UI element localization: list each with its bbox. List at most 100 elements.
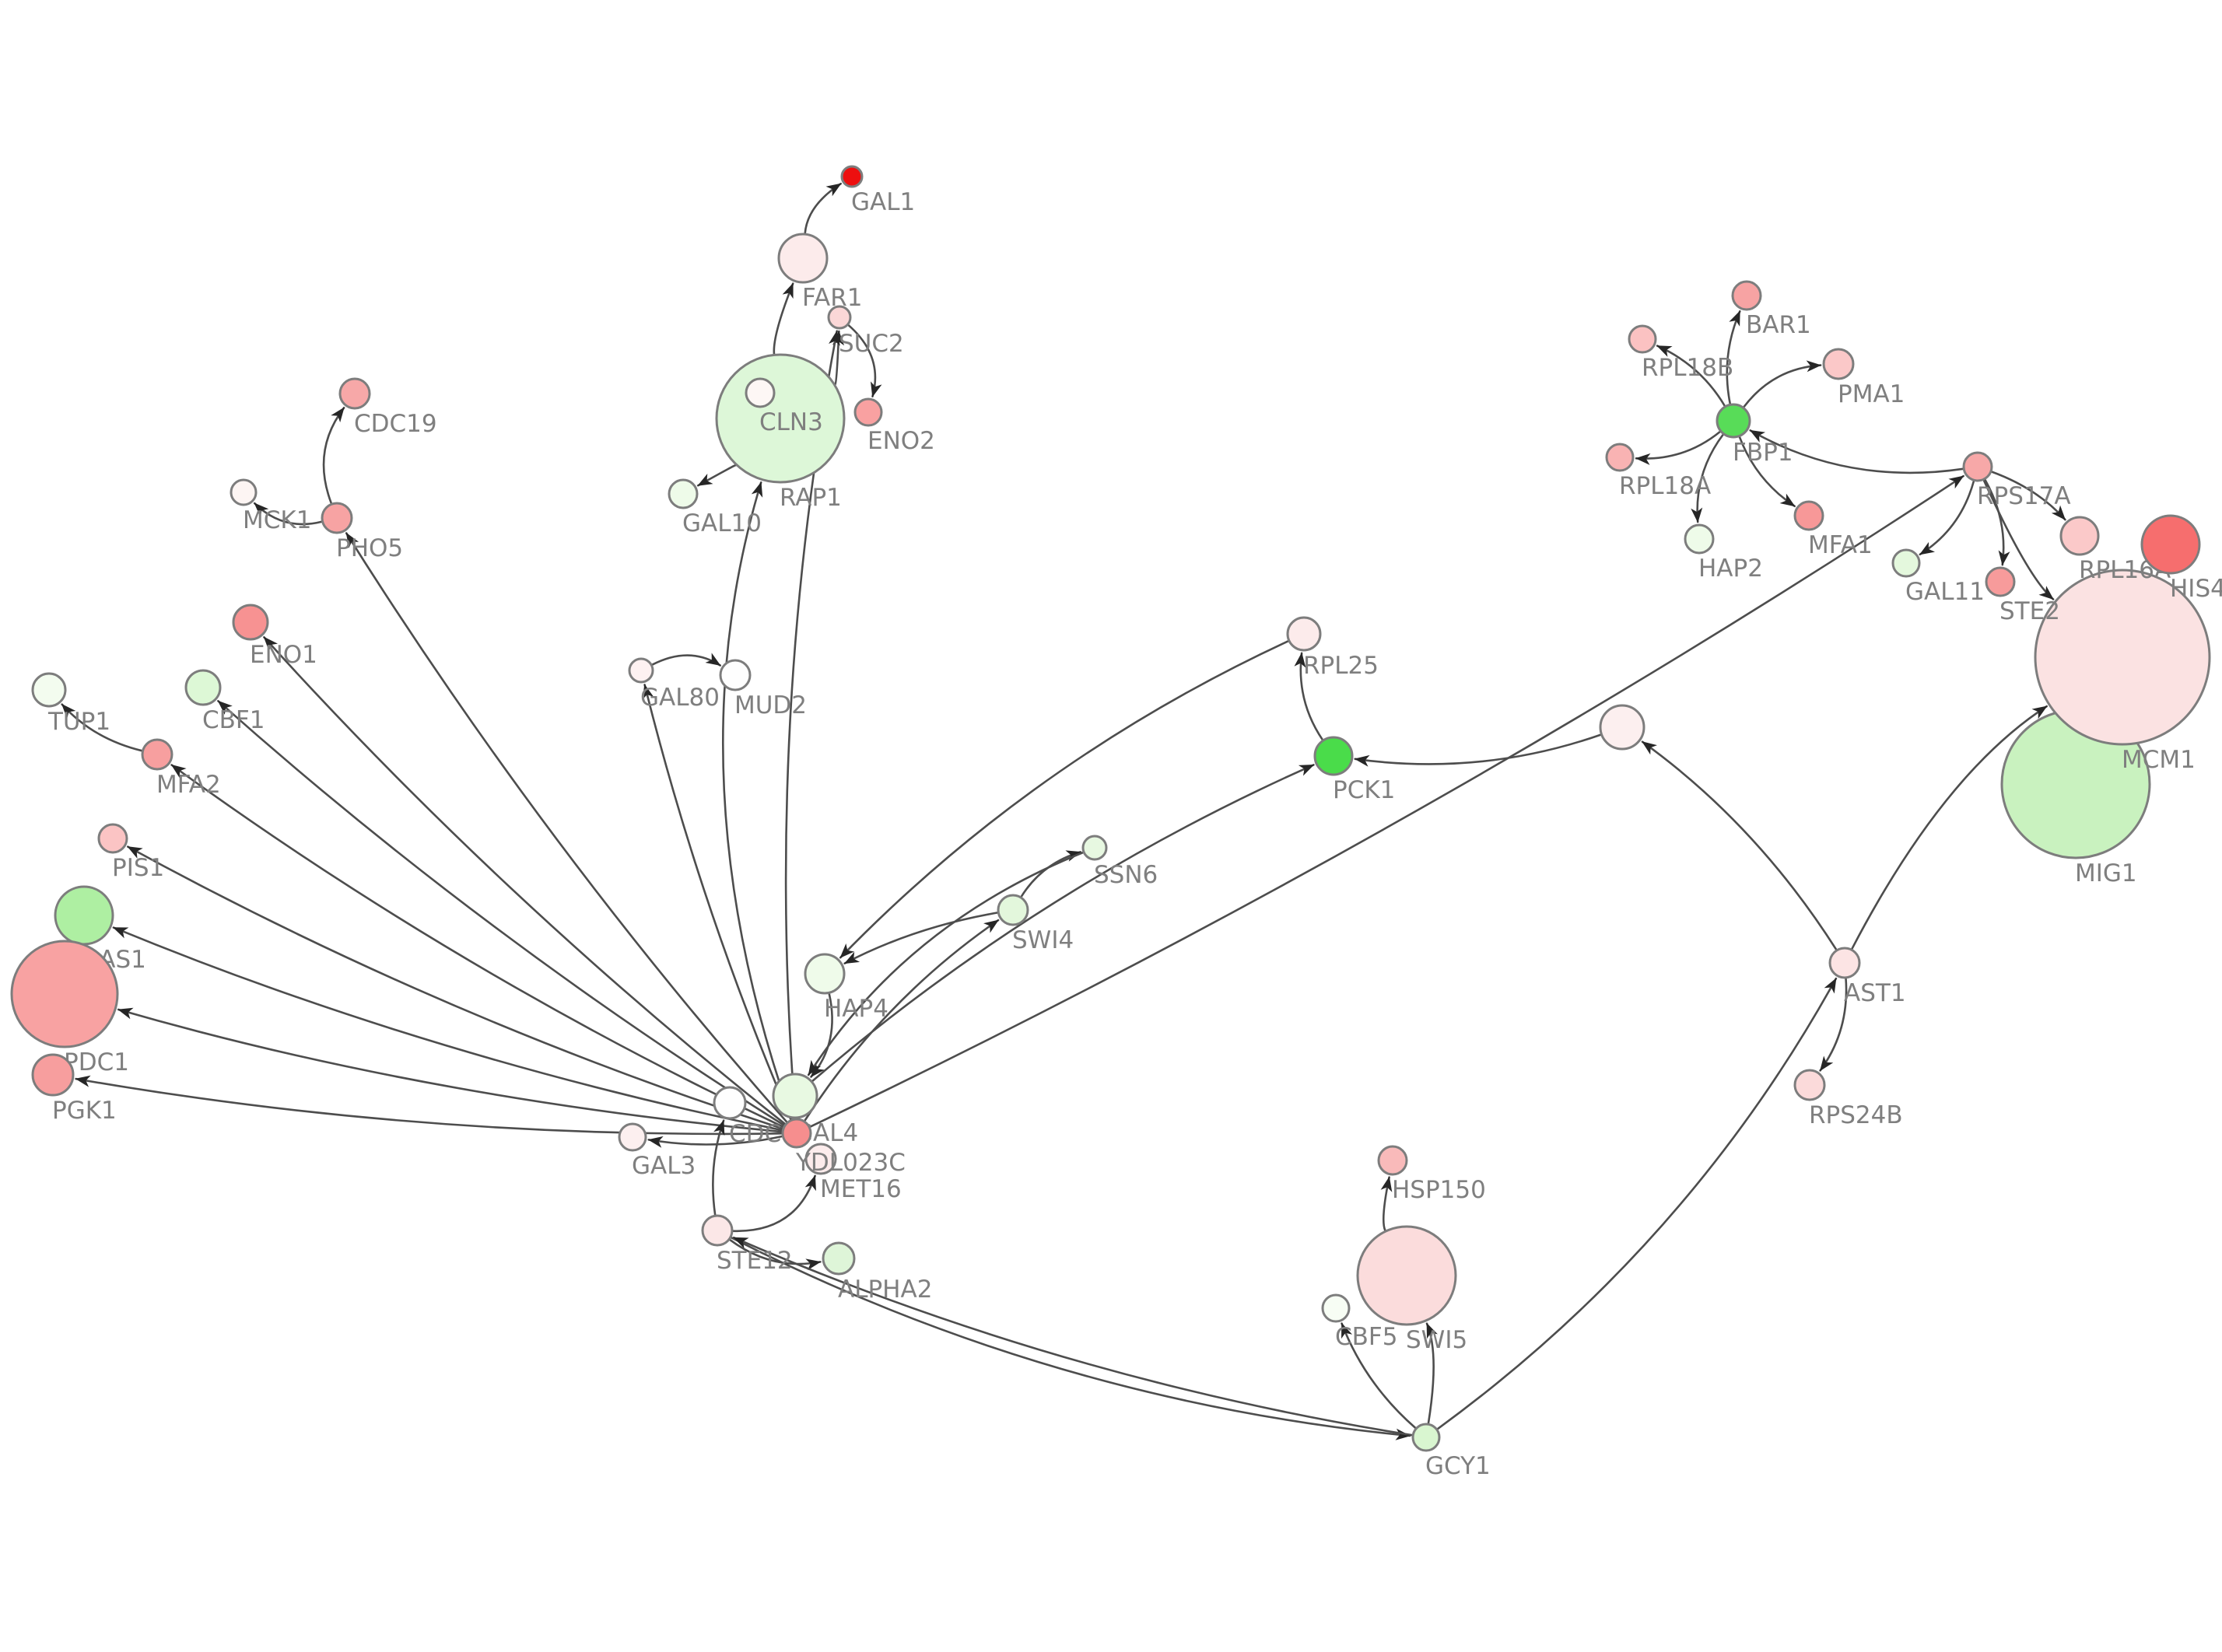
node-CLN3[interactable]: [745, 377, 776, 408]
edge-RPS17A-MCM1[interactable]: [1982, 479, 2055, 600]
node-RPL18B[interactable]: [1628, 324, 1657, 354]
edge-GAL80-MUD2[interactable]: [650, 653, 721, 667]
edge-GCY1-SWI5[interactable]: [1425, 1322, 1438, 1425]
node-RPS17A[interactable]: [1962, 451, 1993, 482]
node-RAS1[interactable]: [54, 885, 114, 946]
edge-RAP1-FAR1[interactable]: [773, 282, 794, 355]
node-PHO5[interactable]: [321, 502, 353, 534]
edge-PCK1-RPL25[interactable]: [1294, 652, 1324, 741]
node-MFA2[interactable]: [141, 738, 173, 771]
node-SSN6[interactable]: [1081, 835, 1108, 861]
node-BAR1[interactable]: [1731, 280, 1762, 311]
edge-NODE_X-PCK1[interactable]: [1354, 733, 1602, 767]
node-RPS24B[interactable]: [1793, 1069, 1826, 1101]
edge-YDL023C-GAL80[interactable]: [642, 684, 792, 1121]
edge-AST1-RPS24B[interactable]: [1819, 977, 1848, 1072]
node-GAL3[interactable]: [618, 1122, 647, 1152]
edge-AST1-MCM1[interactable]: [1850, 705, 2048, 950]
edge-FAR1-GAL1[interactable]: [804, 182, 842, 235]
node-GAL4[interactable]: [772, 1073, 818, 1119]
edge-RPS17A-STE2[interactable]: [1984, 478, 2010, 566]
edge-GAL4-PCK1[interactable]: [811, 764, 1315, 1083]
node-RPL18A[interactable]: [1605, 443, 1635, 472]
node-GCY1[interactable]: [1411, 1423, 1441, 1452]
edge-AST1-NODE_X[interactable]: [1641, 740, 1838, 951]
edge-STE12-CDC6[interactable]: [712, 1119, 725, 1216]
edge-YDL023C-SWI4[interactable]: [804, 919, 1000, 1122]
node-AST1[interactable]: [1828, 947, 1861, 979]
node-GAL10[interactable]: [668, 478, 699, 509]
edge-STE12-MET16[interactable]: [731, 1174, 816, 1233]
node-MCM1[interactable]: [2034, 569, 2211, 746]
edge-YDL023C-PHO5[interactable]: [345, 532, 788, 1123]
node-TUP1[interactable]: [31, 672, 67, 708]
node-NODE_X[interactable]: [1599, 704, 1645, 751]
node-HIS4[interactable]: [2140, 514, 2201, 575]
edge-YDL023C-GAL3[interactable]: [647, 1135, 783, 1148]
edge-GCY1-CBF5[interactable]: [1341, 1322, 1417, 1430]
node-CBF5[interactable]: [1321, 1293, 1351, 1323]
edge-STE12-GCY1[interactable]: [730, 1236, 1411, 1440]
edge-YDL023C-ENO1[interactable]: [263, 636, 787, 1125]
edge-SSN6-GAL4[interactable]: [807, 851, 1085, 1076]
node-SWI5[interactable]: [1356, 1225, 1457, 1326]
edge-YDL023C-MFA2[interactable]: [170, 764, 785, 1129]
edge-GCY1-AST1[interactable]: [1436, 977, 1838, 1430]
node-HAP4[interactable]: [804, 953, 846, 995]
node-PMA1[interactable]: [1822, 348, 1855, 380]
node-ENO1[interactable]: [232, 604, 269, 641]
node-GAL11[interactable]: [1891, 548, 1921, 578]
edge-FBP1-BAR1[interactable]: [1726, 310, 1741, 405]
node-MCK1[interactable]: [230, 478, 258, 506]
edge-SWI4-SSN6[interactable]: [1020, 850, 1082, 898]
edge-RAP1-GAL10[interactable]: [696, 464, 738, 487]
edge-RPS17A-FBP1[interactable]: [1749, 429, 1964, 474]
node-ALPHA2[interactable]: [822, 1241, 856, 1276]
edge-FBP1-RPL18A[interactable]: [1635, 430, 1722, 465]
node-RPL16A[interactable]: [2059, 516, 2100, 556]
node-SUC2[interactable]: [827, 305, 852, 330]
node-CDC6[interactable]: [713, 1086, 747, 1120]
node-CBF1[interactable]: [184, 669, 222, 706]
node-STE12[interactable]: [701, 1214, 734, 1247]
node-MFA1[interactable]: [1793, 500, 1824, 531]
node-GAL1[interactable]: [840, 165, 864, 188]
node-GAL80[interactable]: [628, 657, 654, 684]
edge-YDL023C-PGK1[interactable]: [75, 1075, 783, 1136]
node-PDC1[interactable]: [10, 940, 119, 1048]
edge-YDL023C-PIS1[interactable]: [127, 845, 784, 1130]
node-FAR1[interactable]: [777, 233, 829, 284]
node-PCK1[interactable]: [1313, 736, 1354, 776]
edge-YDL023C-PDC1[interactable]: [117, 1007, 783, 1133]
edge-SWI5-HSP150[interactable]: [1380, 1176, 1393, 1232]
edge-RPL25-HAP4[interactable]: [839, 639, 1290, 959]
edge-FBP1-MFA1[interactable]: [1738, 436, 1796, 508]
node-YDL023C[interactable]: [781, 1118, 812, 1149]
edge-FBP1-HAP2[interactable]: [1691, 433, 1725, 523]
edge-FBP1-PMA1[interactable]: [1743, 360, 1822, 408]
edge-PHO5-CDC19[interactable]: [322, 407, 345, 505]
node-MET16[interactable]: [804, 1143, 837, 1175]
edge-YDL023C-RPS17A[interactable]: [808, 474, 1964, 1129]
edge-YDL023C-RAS1[interactable]: [112, 926, 783, 1132]
edge-YDL023C-CBF1[interactable]: [217, 700, 786, 1127]
edge-SWI4-HAP4[interactable]: [843, 912, 999, 964]
edge-GCY1-STE12[interactable]: [732, 1236, 1414, 1437]
edge-SUC2-ENO2[interactable]: [847, 324, 882, 397]
node-MUD2[interactable]: [719, 659, 752, 691]
node-ENO2[interactable]: [853, 397, 883, 427]
edge-RPS17A-GAL11[interactable]: [1919, 480, 1975, 556]
node-RPL25[interactable]: [1286, 616, 1322, 652]
edge-FBP1-RPL18B[interactable]: [1656, 345, 1726, 408]
node-SWI4[interactable]: [997, 894, 1029, 926]
node-HSP150[interactable]: [1377, 1145, 1408, 1176]
node-PGK1[interactable]: [31, 1053, 75, 1097]
node-PIS1[interactable]: [97, 823, 128, 854]
node-FBP1[interactable]: [1716, 403, 1751, 439]
edge-RPS17A-RPL16A[interactable]: [1990, 471, 2066, 521]
node-STE2[interactable]: [1985, 566, 2016, 597]
edge-PHO5-MCK1[interactable]: [253, 502, 323, 526]
edge-YDL023C-RAP1[interactable]: [721, 481, 793, 1121]
node-HAP2[interactable]: [1684, 523, 1715, 555]
node-CDC19[interactable]: [338, 377, 371, 410]
